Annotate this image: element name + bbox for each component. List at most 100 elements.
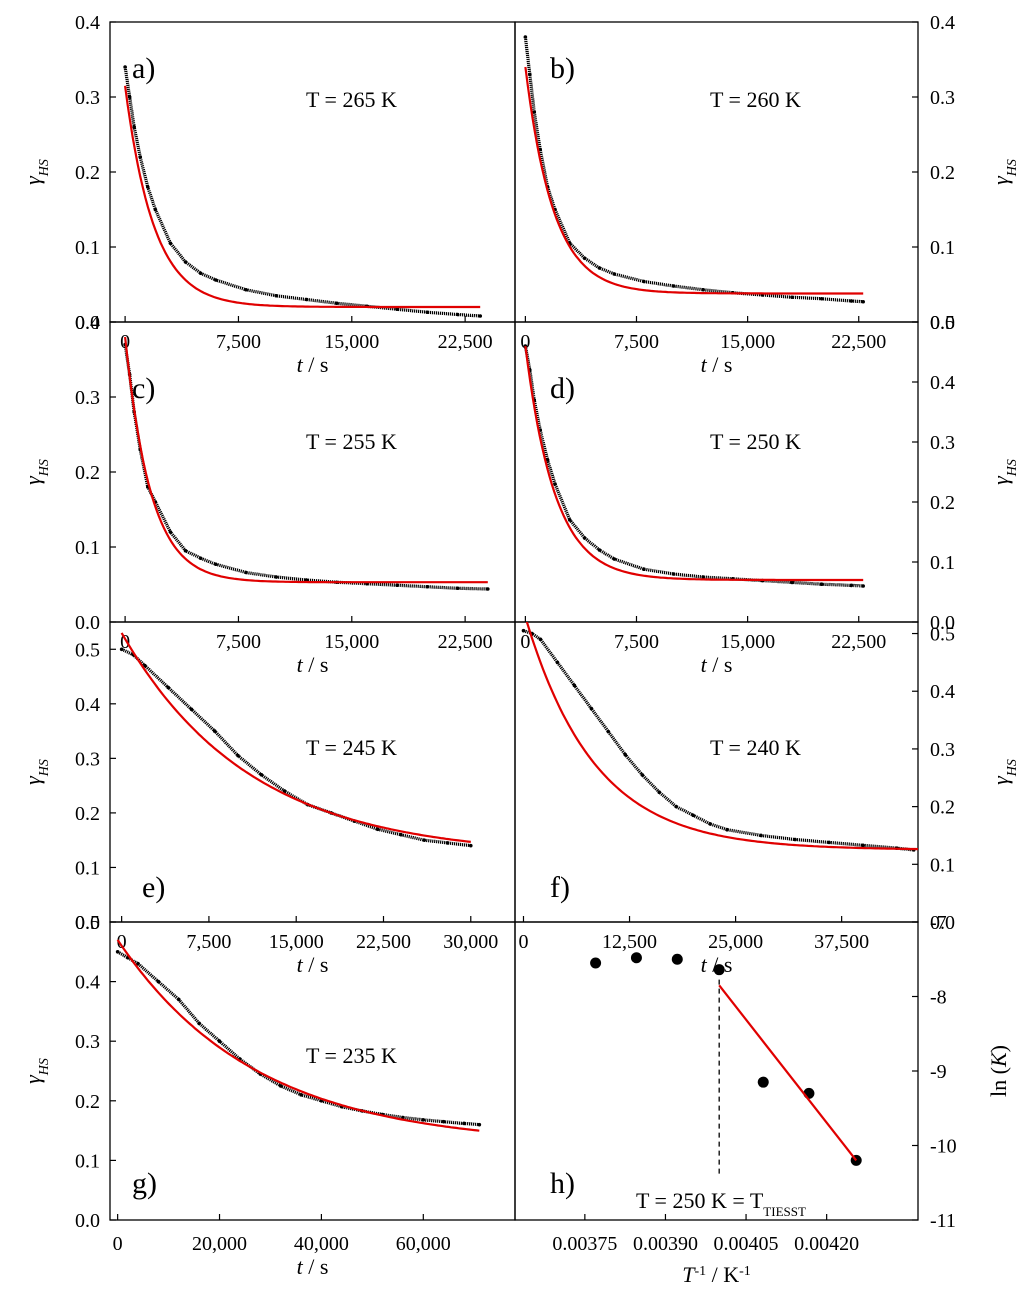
fit-curve [524,66,864,295]
fit-curve [525,622,918,851]
x-axis-unit: / s [707,352,733,377]
y-tick-label: 0.2 [75,1091,100,1113]
x-axis-unit: / s [303,652,329,677]
data-point [212,729,217,733]
x-axis-unit: / s [707,652,733,677]
data-point [143,663,147,668]
data-point [168,241,173,246]
data-point [790,580,794,585]
x-tick-label: 30,000 [443,931,498,953]
y-tick-label: 0.0 [930,612,955,634]
x-tick-label: 0 [117,931,127,953]
data-point [236,753,240,758]
data-point [183,548,188,553]
data-point [282,789,287,793]
x-tick-label: 20,000 [192,1233,247,1255]
data-point [485,587,490,591]
plot-area [523,35,865,304]
x-tick-label: 22,500 [356,931,411,953]
plot-area [123,336,490,591]
data-point [136,961,140,966]
data-point [657,790,662,794]
y-tick-label: 0.0 [75,312,100,334]
y-axis-var: γ [20,475,45,485]
data-point [132,125,136,129]
fit-curve [120,632,471,843]
data-point [421,1118,426,1122]
panel-e: 0.0 0.1 0.2 0.3 0.4 0.5 0 7,500 15,000 22,500 30,0… [20,621,516,977]
x-axis-unit: / s [303,952,329,977]
data-point [198,556,203,561]
x-tick-label: 15,000 [324,631,379,653]
data-point [553,482,557,486]
x-tick-label: 22,500 [831,631,886,653]
data-point [445,841,450,845]
y-axis-label: γHS [20,159,52,185]
x-tick-label: 40,000 [294,1233,349,1255]
data-point [401,1115,405,1120]
plot-area [521,622,918,852]
x-tick-label: 22,500 [438,331,493,353]
x-axis-unit: / s [303,352,329,377]
y-tick-label: 0.2 [930,162,955,184]
data-point [138,155,143,159]
data-point [334,301,339,306]
y-axis-sub: HS [1005,459,1020,477]
plot-frame [514,21,919,323]
x-tick-label: 22,500 [831,331,886,353]
x-tick-label: 0 [120,631,130,653]
data-point [375,827,380,832]
data-point [521,628,526,633]
x-tick-label: 0 [113,1233,123,1255]
y-tick-label: 0.4 [75,694,100,716]
x-axis-var: t [297,952,304,977]
data-point [189,707,194,712]
data-point [671,953,683,965]
y-axis-var: γ [20,1074,45,1084]
data-point [528,72,532,77]
data-point [612,557,617,561]
data-point [759,833,763,838]
data-point [713,964,725,976]
annotation: T = 250 K = TTIESST [636,1188,806,1219]
data-point [468,843,473,848]
data-point [274,575,279,579]
data-point [395,583,399,588]
x-axis-var: t [297,652,304,677]
data-trace [121,647,471,848]
data-point [115,950,120,954]
y-tick-label: 0.2 [930,492,955,514]
data-point [153,207,158,212]
data-point [590,957,602,969]
data-point [861,584,865,588]
data-point [166,685,170,690]
x-tick-label: 7,500 [216,331,261,353]
data-point [861,299,865,304]
data-point [441,1119,446,1124]
data-point [156,979,161,984]
data-point [725,827,729,832]
y-tick-label: 0.3 [75,748,100,770]
data-trace [523,345,864,588]
annotation-sub: TIESST [763,1204,806,1219]
fit-curve [124,336,488,584]
x-tick-label: 0.00390 [633,1233,698,1255]
y-tick-label: 0.4 [930,372,955,394]
y-axis-post: ) [986,1045,1011,1052]
fit-curve [524,345,864,582]
plot-area [523,344,865,588]
y-tick-label: 0.1 [75,857,100,879]
x-axis-label: t / s [297,352,329,377]
fit-line [718,984,858,1162]
x-axis-var: t [297,352,304,377]
y-axis-var: γ [20,775,45,785]
annotation: T = 235 K [306,1043,397,1068]
plot-frame [109,21,516,323]
y-axis-var: K [986,1051,1011,1068]
y-tick-label: -8 [930,987,947,1009]
data-trace [116,950,480,1127]
data-point [399,832,403,837]
panel-label: e) [142,871,165,904]
y-tick-label: -9 [930,1061,947,1083]
data-point [819,296,824,301]
